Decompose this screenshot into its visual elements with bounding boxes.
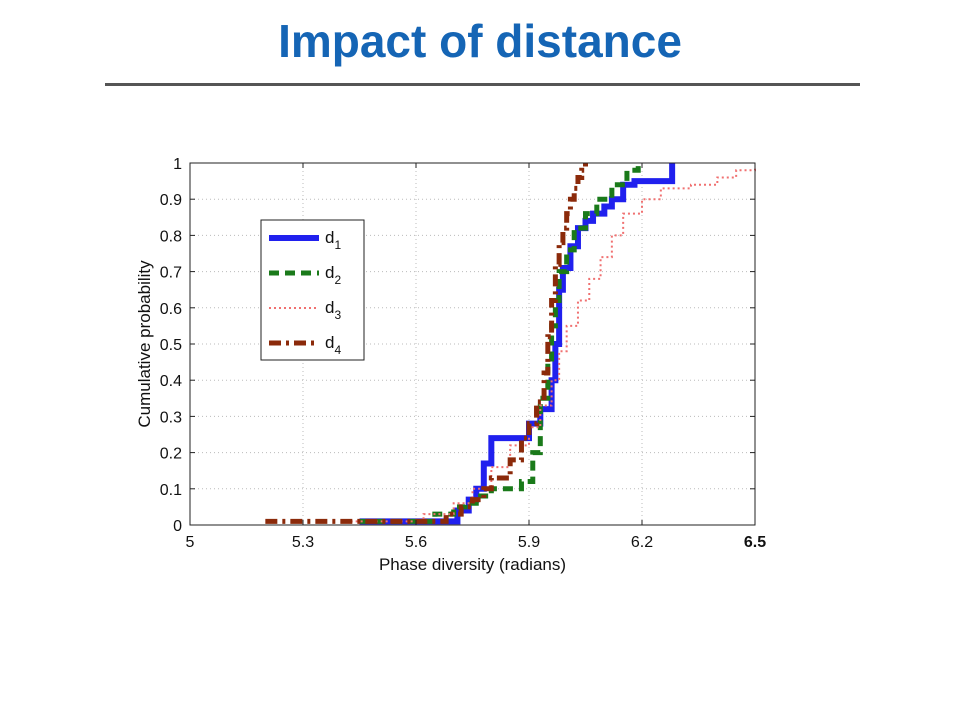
y-tick-label: 0: [173, 518, 182, 535]
x-tick-label: 6.2: [631, 534, 653, 551]
y-tick-label: 0.7: [160, 265, 182, 282]
series-d2-line: [359, 163, 641, 524]
y-tick-label: 1: [173, 156, 182, 173]
x-tick-label: 5.3: [292, 534, 314, 551]
series-d4-line: [265, 163, 588, 524]
y-tick-label: 0.5: [160, 337, 182, 354]
y-axis-label: Cumulative probability: [135, 260, 154, 428]
y-tick-label: 0.2: [160, 446, 182, 463]
series-d1-line: [359, 163, 676, 525]
x-tick-label: 5.6: [405, 534, 427, 551]
slide-title: Impact of distance: [278, 15, 682, 67]
series-layer: [265, 163, 756, 525]
y-tick-label: 0.9: [160, 192, 182, 209]
y-tick-label: 0.3: [160, 409, 182, 426]
title-divider: [105, 83, 860, 86]
x-tick-label: 5.9: [518, 534, 540, 551]
y-tick-label: 0.4: [160, 373, 182, 390]
y-tick-label: 0.1: [160, 482, 182, 499]
x-tick-label: 5: [186, 534, 195, 551]
y-tick-label: 0.6: [160, 301, 182, 318]
x-tick-label: 6.5: [744, 534, 766, 551]
y-tick-label: 0.8: [160, 228, 182, 245]
axis-ticks: 5 5.3 5.6 5.9 6.2 6.5 0 0.1 0.2 0.3 0.4 0.5 0.6 0.7 0.…: [160, 156, 766, 551]
legend-box: [260, 219, 365, 361]
x-axis-label: Phase diversity (radians): [379, 555, 566, 574]
